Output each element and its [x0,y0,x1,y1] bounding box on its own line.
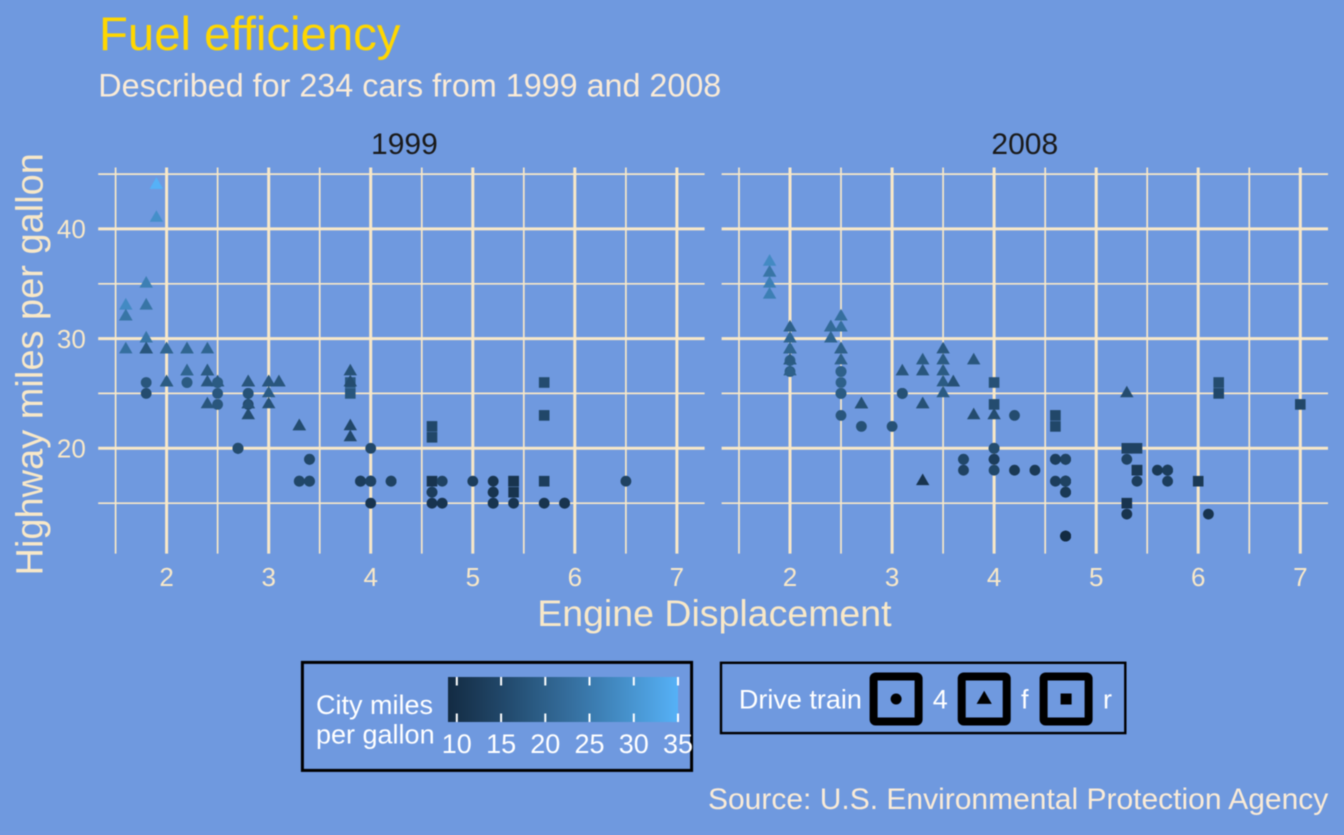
svg-text:5: 5 [1089,562,1103,592]
svg-text:4: 4 [933,685,948,715]
svg-text:Described for 234 cars from 19: Described for 234 cars from 1999 and 200… [98,68,721,104]
svg-text:Source: U.S. Environmental Pro: Source: U.S. Environmental Protection Ag… [708,783,1328,816]
svg-text:Fuel efficiency: Fuel efficiency [99,8,401,61]
svg-text:4: 4 [987,562,1001,592]
svg-text:40: 40 [57,214,86,244]
svg-text:Highway miles per gallon: Highway miles per gallon [9,153,51,575]
svg-text:3: 3 [261,562,275,592]
svg-text:20: 20 [530,729,560,759]
svg-text:2008: 2008 [991,128,1058,161]
svg-text:City miles: City miles [316,690,433,720]
svg-text:25: 25 [574,729,604,759]
svg-text:4: 4 [363,562,377,592]
svg-text:30: 30 [57,324,86,354]
svg-text:per gallon: per gallon [316,719,435,749]
svg-text:30: 30 [619,729,649,759]
svg-text:1999: 1999 [371,128,438,161]
svg-text:10: 10 [442,729,472,759]
svg-text:r: r [1103,685,1112,715]
svg-text:6: 6 [1191,562,1205,592]
svg-text:2: 2 [783,562,797,592]
svg-text:Engine Displacement: Engine Displacement [537,592,892,634]
svg-text:Drive train: Drive train [739,685,862,715]
svg-text:35: 35 [663,729,693,759]
svg-text:3: 3 [885,562,899,592]
svg-text:5: 5 [466,562,480,592]
svg-text:7: 7 [670,562,684,592]
svg-text:6: 6 [568,562,582,592]
svg-text:2: 2 [159,562,173,592]
svg-text:15: 15 [486,729,516,759]
svg-text:f: f [1021,685,1029,715]
svg-text:7: 7 [1293,562,1307,592]
svg-text:20: 20 [57,434,86,464]
